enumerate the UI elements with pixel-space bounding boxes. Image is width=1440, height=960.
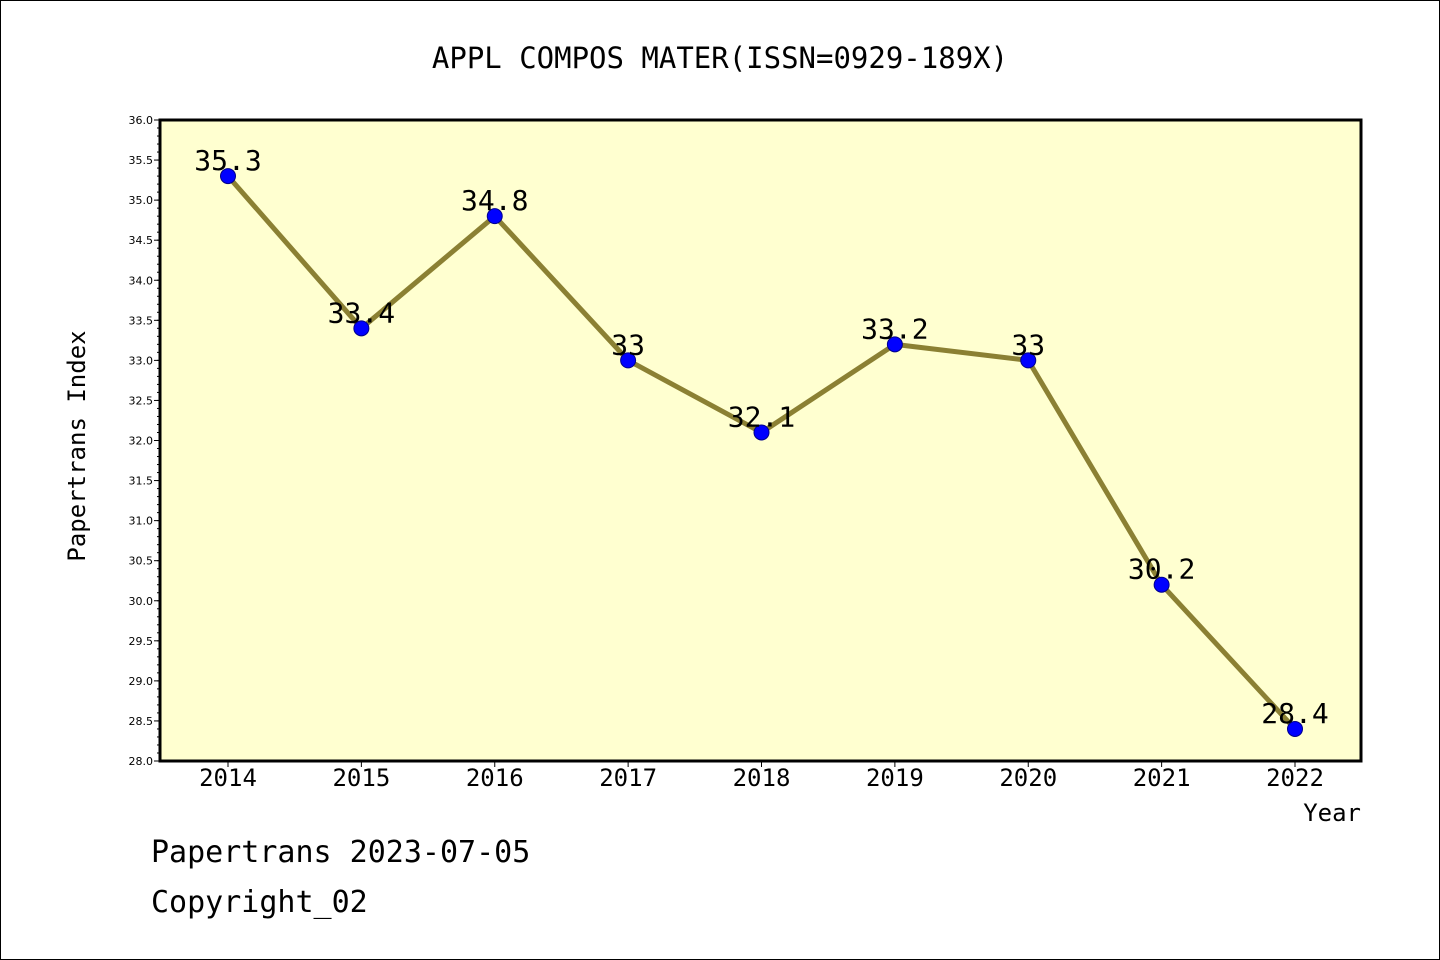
y-tick-label: 29.0 bbox=[129, 675, 154, 688]
data-label: 28.4 bbox=[1261, 697, 1328, 730]
y-tick-label: 35.0 bbox=[129, 194, 154, 207]
y-tick-label: 32.0 bbox=[129, 435, 154, 448]
x-tick-label: 2015 bbox=[332, 764, 390, 792]
data-label: 34.8 bbox=[461, 184, 528, 217]
x-tick-label: 2018 bbox=[733, 764, 791, 792]
data-point bbox=[1153, 576, 1170, 593]
data-label: 33 bbox=[1011, 328, 1045, 361]
y-tick-label: 28.5 bbox=[129, 715, 154, 728]
y-tick-label: 32.5 bbox=[129, 394, 154, 407]
x-tick-label: 2021 bbox=[1133, 764, 1191, 792]
footer-copyright: Copyright_02 bbox=[151, 885, 368, 920]
data-point bbox=[353, 320, 370, 337]
x-tick-label: 2022 bbox=[1266, 764, 1324, 792]
data-point bbox=[486, 208, 503, 225]
x-tick-label: 2017 bbox=[599, 764, 657, 792]
x-tick-label: 2016 bbox=[466, 764, 524, 792]
chart-title: APPL COMPOS MATER(ISSN=0929-189X) bbox=[432, 41, 1008, 75]
y-tick-label: 34.5 bbox=[129, 234, 154, 247]
y-tick-label: 31.0 bbox=[129, 515, 154, 528]
y-tick-label: 29.5 bbox=[129, 635, 154, 648]
data-point bbox=[220, 168, 236, 185]
data-point bbox=[620, 352, 637, 369]
data-label: 33.2 bbox=[861, 312, 928, 345]
series-markers bbox=[220, 168, 1303, 737]
data-point bbox=[886, 336, 903, 353]
x-tick-label: 2020 bbox=[999, 764, 1057, 792]
data-label: 35.3 bbox=[194, 144, 261, 177]
y-tick-label: 36.0 bbox=[129, 114, 154, 127]
plot-border bbox=[158, 118, 1363, 763]
data-label: 30.2 bbox=[1128, 553, 1195, 586]
y-tick-label: 31.5 bbox=[129, 475, 154, 488]
data-label: 33.4 bbox=[328, 296, 395, 329]
y-axis-label: Papertrans Index bbox=[63, 330, 91, 561]
data-labels: 35.3 33.4 34.8 33 32.1 33.2 33 30.2 28.4 bbox=[194, 144, 1328, 730]
data-point bbox=[753, 424, 770, 441]
footer-date: Papertrans 2023-07-05 bbox=[151, 835, 531, 870]
y-tick-label: 33.0 bbox=[129, 354, 154, 367]
data-point bbox=[1020, 352, 1037, 369]
y-tick-label: 35.5 bbox=[129, 154, 154, 167]
plot-area bbox=[160, 120, 1361, 761]
y-tick-label: 30.5 bbox=[129, 555, 154, 568]
x-tick-label: 2019 bbox=[866, 764, 924, 792]
y-tick-label: 34.0 bbox=[129, 274, 154, 287]
data-label: 32.1 bbox=[728, 400, 795, 433]
x-axis-label: Year bbox=[1303, 799, 1361, 827]
x-axis: 2014 2015 2016 2017 2018 2019 2020 2021 2022 bbox=[199, 761, 1324, 792]
y-axis: 28.0 28.5 29.0 29.5 30.0 30.5 31.0 31.5 32.0 32.5… bbox=[129, 114, 160, 768]
data-label: 33 bbox=[611, 328, 645, 361]
y-tick-label: 28.0 bbox=[129, 755, 154, 768]
data-point bbox=[1287, 720, 1303, 737]
y-tick-label: 30.0 bbox=[129, 595, 154, 608]
x-tick-label: 2014 bbox=[199, 764, 257, 792]
y-tick-label: 33.5 bbox=[129, 314, 154, 327]
